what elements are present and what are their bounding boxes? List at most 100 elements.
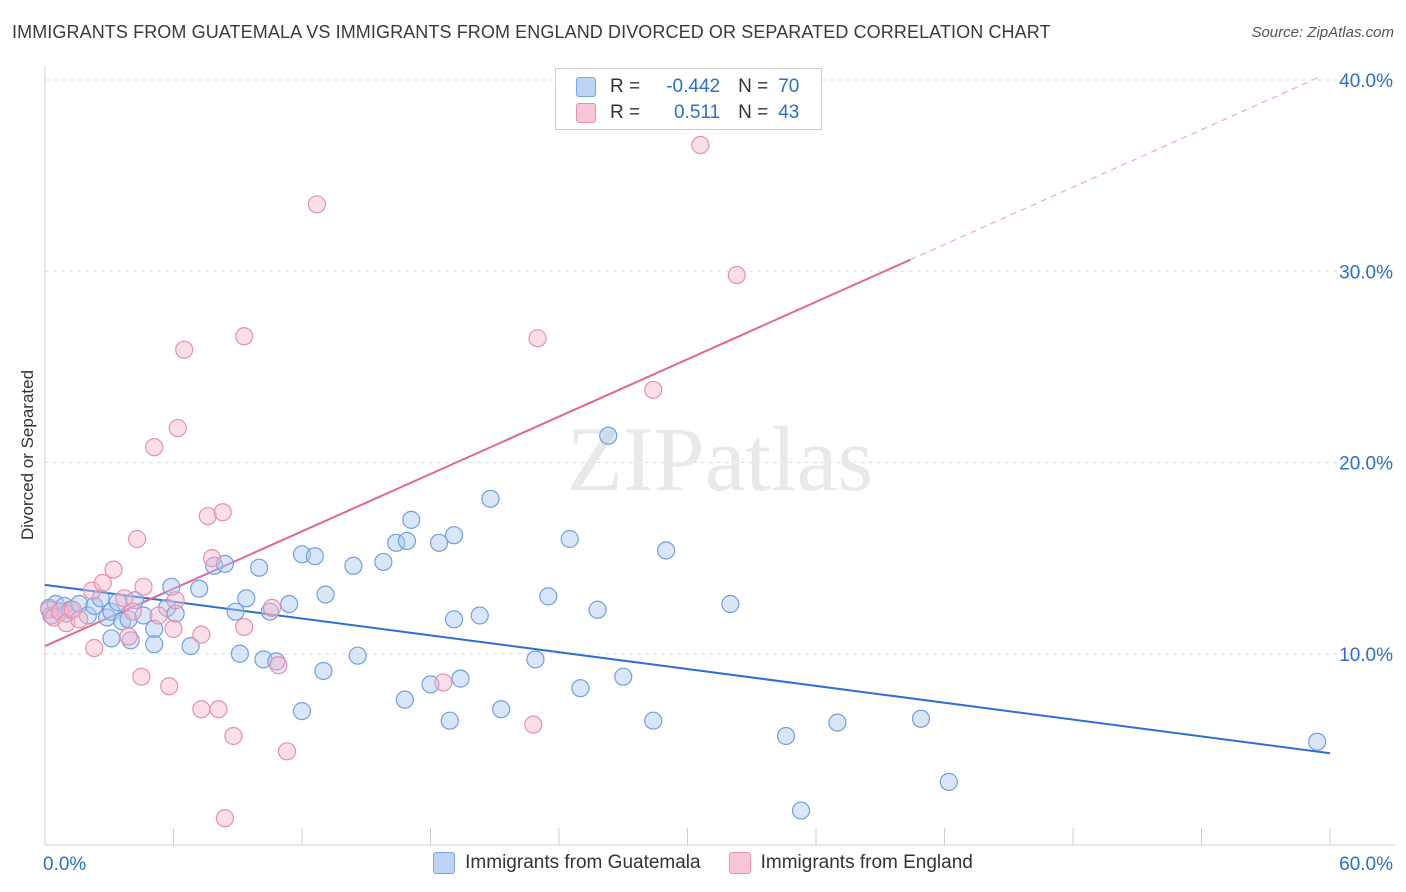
point-guatemala — [644, 711, 663, 730]
point-england — [115, 589, 134, 608]
point-england — [215, 809, 234, 828]
point-guatemala — [102, 629, 121, 648]
point-england — [168, 418, 187, 438]
point-guatemala — [526, 650, 545, 669]
point-england — [127, 529, 147, 549]
point-england — [192, 700, 211, 719]
point-england — [224, 726, 243, 746]
point-guatemala — [190, 579, 209, 598]
point-guatemala — [230, 644, 249, 663]
x-tick-label: 60.0% — [1339, 854, 1393, 875]
ticks-layer: 10.0% 20.0% 30.0% 40.0% 0.0% 60.0% — [43, 71, 1393, 875]
trendline-england-extension — [909, 75, 1322, 261]
point-england — [160, 677, 179, 696]
axes-layer — [44, 66, 1395, 846]
legend-row-guatemala: R = -0.442 N = 70 — [576, 74, 799, 100]
point-guatemala — [145, 635, 164, 654]
legend-swatch-pink — [576, 103, 596, 123]
point-guatemala — [314, 661, 333, 681]
point-guatemala — [305, 547, 324, 566]
point-guatemala — [481, 489, 500, 508]
legend-r-value: 0.511 — [673, 102, 721, 123]
point-guatemala — [560, 529, 579, 549]
point-england — [277, 742, 297, 761]
point-guatemala — [571, 679, 590, 698]
legend-n-value: 43 — [778, 102, 800, 123]
y-tick-label: 20.0% — [1339, 454, 1393, 475]
point-guatemala — [721, 594, 740, 614]
point-england — [166, 591, 185, 610]
legend-row-england: R = 0.511 N = 43 — [576, 100, 799, 126]
point-guatemala — [395, 690, 414, 709]
point-guatemala — [348, 646, 367, 665]
point-guatemala — [470, 606, 489, 625]
x-tick-label: 0.0% — [43, 854, 86, 875]
point-england — [213, 503, 232, 522]
y-axis-label: Divorced or Separated — [18, 369, 37, 541]
series-legend: Immigrants from Guatemala Immigrants fro… — [0, 852, 1406, 874]
point-guatemala — [402, 510, 421, 529]
point-england — [269, 656, 288, 675]
point-guatemala — [599, 426, 618, 445]
point-england — [307, 195, 327, 214]
point-england — [123, 602, 142, 621]
series-label-england: Immigrants from England — [760, 852, 973, 873]
series-legend-guatemala: Immigrants from Guatemala — [433, 852, 701, 874]
correlation-legend: R = -0.442 N = 70 R = 0.511 N = 43 — [555, 68, 822, 130]
point-guatemala — [776, 726, 796, 746]
point-guatemala — [397, 531, 417, 551]
point-guatemala — [440, 711, 459, 730]
point-guatemala — [316, 585, 335, 604]
series-swatch-pink — [728, 852, 751, 874]
point-england — [164, 619, 183, 638]
point-guatemala — [492, 700, 511, 719]
point-england — [63, 600, 82, 619]
point-guatemala — [588, 600, 607, 619]
point-guatemala — [791, 801, 811, 820]
y-tick-label: 10.0% — [1339, 645, 1393, 666]
point-england — [192, 625, 211, 644]
point-guatemala — [444, 526, 464, 545]
point-england — [134, 577, 153, 596]
point-guatemala — [162, 577, 181, 596]
series-legend-england: Immigrants from England — [728, 852, 973, 874]
series-label-guatemala: Immigrants from Guatemala — [465, 852, 701, 873]
point-england — [528, 329, 547, 348]
point-guatemala — [226, 602, 245, 621]
point-england — [104, 560, 123, 579]
legend-r-label: R = — [610, 102, 641, 123]
point-guatemala — [451, 669, 470, 688]
point-guatemala — [911, 709, 931, 728]
point-guatemala — [444, 610, 464, 629]
point-guatemala — [939, 772, 958, 791]
point-england — [727, 265, 746, 285]
point-england — [132, 667, 151, 686]
point-guatemala — [374, 552, 393, 572]
point-england — [524, 715, 543, 734]
point-guatemala — [656, 541, 676, 560]
legend-swatch-blue — [576, 77, 596, 97]
y-tick-label: 30.0% — [1339, 262, 1393, 283]
point-england — [145, 438, 164, 457]
watermark: ZIPatlas — [567, 408, 874, 510]
point-england — [149, 606, 168, 625]
point-england — [119, 627, 138, 646]
grid-layer — [45, 79, 1395, 655]
point-guatemala — [292, 702, 312, 721]
point-england — [70, 610, 89, 629]
point-guatemala — [280, 594, 299, 614]
point-guatemala — [145, 619, 164, 638]
point-guatemala — [1308, 732, 1327, 751]
point-england — [644, 380, 663, 399]
point-england — [209, 700, 228, 719]
point-guatemala — [237, 589, 256, 608]
point-guatemala — [828, 713, 847, 732]
point-guatemala — [181, 636, 200, 656]
point-england — [175, 340, 194, 359]
legend-r-label: R = — [610, 76, 641, 97]
point-guatemala — [614, 667, 633, 686]
point-guatemala — [429, 533, 449, 552]
points-layer — [40, 135, 1327, 828]
point-guatemala — [539, 587, 558, 606]
